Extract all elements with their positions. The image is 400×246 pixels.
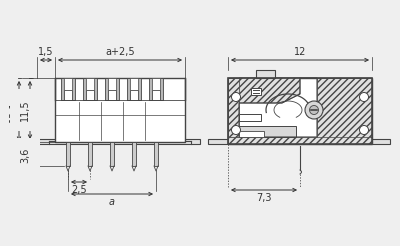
Bar (154, 142, 158, 166)
Text: 11,5: 11,5 (20, 99, 30, 121)
Polygon shape (256, 70, 275, 78)
Bar (108, 78, 116, 90)
Circle shape (305, 101, 323, 119)
Bar (239, 126, 296, 137)
Polygon shape (239, 78, 300, 103)
Bar (228, 137, 372, 144)
Bar (86, 78, 94, 90)
Bar (66, 142, 70, 166)
Text: a: a (109, 197, 115, 207)
Bar (228, 78, 372, 144)
Polygon shape (127, 78, 141, 100)
Polygon shape (105, 78, 119, 100)
Bar (88, 142, 92, 166)
Text: 1,5: 1,5 (38, 47, 54, 57)
Circle shape (232, 92, 240, 102)
Polygon shape (83, 78, 97, 100)
Bar (251, 88, 261, 95)
Text: a+2,5: a+2,5 (105, 47, 135, 57)
Bar (110, 142, 114, 166)
Bar (317, 78, 372, 144)
Text: 13,1: 13,1 (9, 100, 19, 122)
Bar (35, 139, 200, 144)
Bar (228, 78, 372, 144)
Text: 7,3: 7,3 (256, 193, 272, 203)
Text: 3,6: 3,6 (20, 147, 30, 163)
Circle shape (360, 92, 368, 102)
Circle shape (360, 125, 368, 135)
Text: 2,5: 2,5 (71, 185, 87, 195)
Bar (152, 78, 160, 90)
Bar (55, 78, 185, 142)
Polygon shape (149, 78, 163, 100)
Bar (208, 139, 390, 144)
Text: 12: 12 (294, 47, 306, 57)
Bar (228, 78, 239, 137)
Circle shape (232, 125, 240, 135)
Bar (239, 131, 264, 137)
Bar (239, 114, 261, 121)
Bar (132, 142, 136, 166)
Bar (64, 78, 72, 90)
Circle shape (310, 106, 318, 114)
Bar (130, 78, 138, 90)
Polygon shape (61, 78, 75, 100)
